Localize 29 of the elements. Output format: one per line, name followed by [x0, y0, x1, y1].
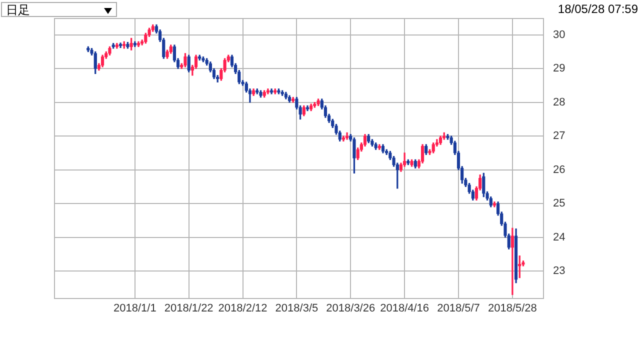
candlestick — [277, 88, 280, 94]
y-tick-label: 23 — [553, 265, 566, 278]
y-tick-label: 25 — [553, 198, 566, 210]
candlestick — [374, 142, 378, 150]
y-tick-label: 26 — [553, 164, 566, 176]
y-tick-label: 30 — [553, 28, 566, 41]
candlestick — [352, 137, 356, 174]
x-tick-label: 2018/3/26 — [326, 302, 376, 315]
candlestick — [410, 159, 414, 167]
candlestick — [126, 42, 130, 49]
candlestick — [259, 90, 262, 98]
text: 18/05/28 07:59 — [558, 2, 638, 16]
x-tick-label: 2018/3/5 — [275, 302, 318, 315]
x-tick-label: 2018/5/7 — [437, 302, 480, 315]
y-tick-label: 27 — [553, 130, 566, 142]
candlestick — [316, 98, 320, 106]
candlestick — [130, 38, 133, 50]
candlestick — [108, 46, 112, 56]
period-dropdown: 日足 — [1, 2, 117, 17]
x-tick-label: 2018/1/22 — [164, 302, 214, 315]
y-tick-label: 24 — [553, 231, 566, 244]
x-tick-label: 2018/5/28 — [488, 302, 537, 315]
candlestick — [184, 53, 187, 68]
x-tick-label: 2018/2/12 — [218, 302, 268, 315]
x-tick-label: 2018/1/1 — [113, 302, 156, 315]
y-tick-label: 29 — [553, 62, 566, 75]
x-tick-label: 2018/4/16 — [380, 302, 430, 315]
candlestick — [202, 56, 205, 62]
y-tick-label: 28 — [553, 96, 566, 108]
